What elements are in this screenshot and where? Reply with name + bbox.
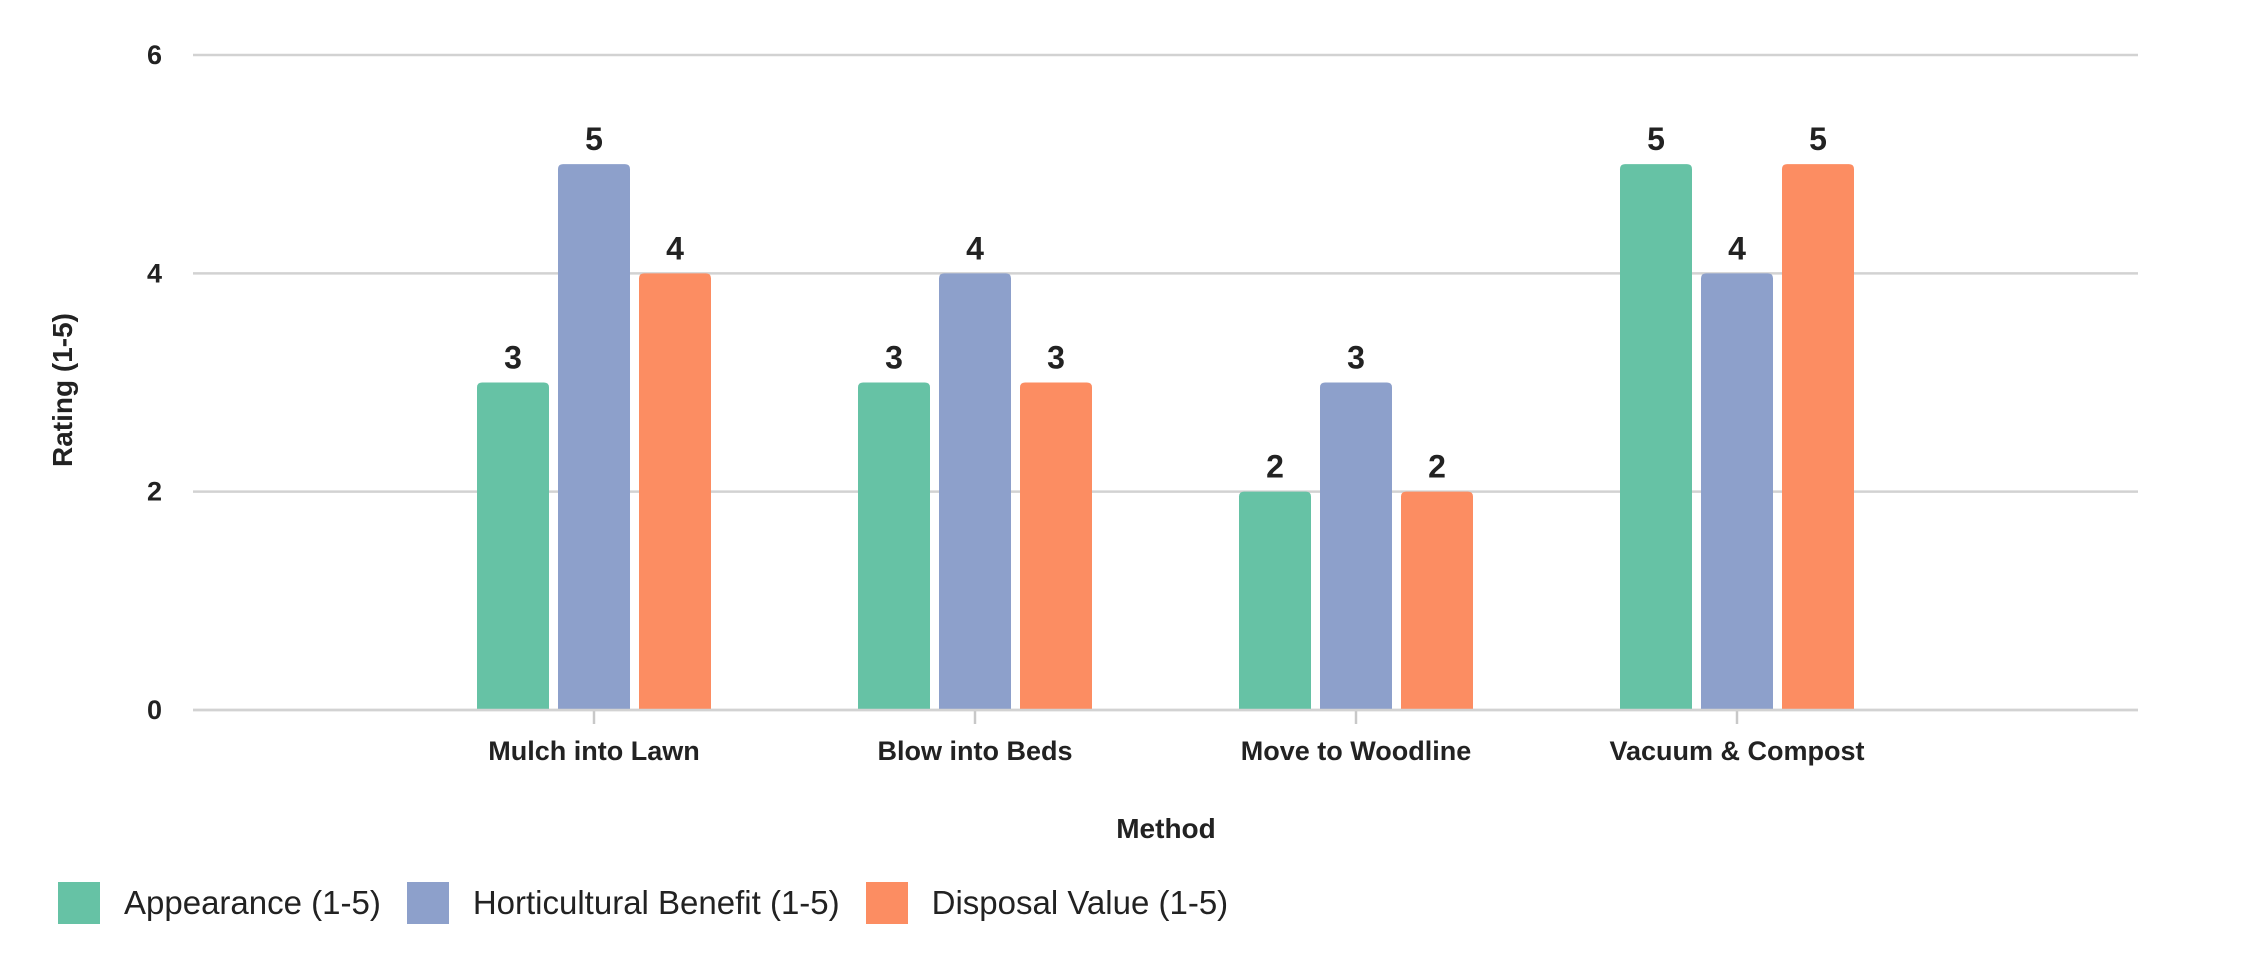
bar-3-2 <box>1782 164 1854 710</box>
y-tick-label-2: 2 <box>147 477 162 507</box>
bar-2-1 <box>1320 382 1392 710</box>
bar-0-0 <box>477 382 549 710</box>
x-axis-title: Method <box>1116 813 1216 844</box>
legend-swatch-1 <box>406 882 449 924</box>
legend-item-1: Horticultural Benefit (1-5) <box>406 882 840 924</box>
data-label-0-0: 3 <box>504 340 522 376</box>
bar-1-0 <box>858 382 930 710</box>
data-label-3-1: 4 <box>1728 230 1746 266</box>
bar-1-2 <box>1020 382 1092 710</box>
legend-item-2: Disposal Value (1-5) <box>865 882 1229 924</box>
legend-swatch-2 <box>865 882 908 924</box>
legend-label-0: Appearance (1-5) <box>124 884 381 921</box>
legend-label-1: Horticultural Benefit (1-5) <box>472 884 840 921</box>
data-label-1-2: 3 <box>1047 340 1065 376</box>
x-tick-label-3: Vacuum & Compost <box>1609 736 1864 766</box>
legend-label-2: Disposal Value (1-5) <box>931 884 1229 921</box>
x-tick-label-0: Mulch into Lawn <box>488 736 699 766</box>
bar-0-1 <box>558 164 630 710</box>
data-label-1-0: 3 <box>885 340 903 376</box>
data-label-1-1: 4 <box>966 230 984 266</box>
data-label-0-1: 5 <box>585 121 603 157</box>
data-label-0-2: 4 <box>666 230 684 266</box>
bar-3-0 <box>1620 164 1692 710</box>
y-tick-label-0: 0 <box>147 695 162 725</box>
data-label-3-0: 5 <box>1647 121 1665 157</box>
legend-swatch-0 <box>58 882 100 924</box>
bar-2-0 <box>1239 491 1311 710</box>
x-tick-label-2: Move to Woodline <box>1241 736 1472 766</box>
y-tick-label-4: 4 <box>147 258 162 288</box>
data-label-2-2: 2 <box>1428 449 1446 485</box>
data-label-2-1: 3 <box>1347 340 1365 376</box>
bar-1-1 <box>939 273 1011 710</box>
bar-2-2 <box>1401 491 1473 710</box>
bar-3-1 <box>1701 273 1773 710</box>
bars: 3 5 4 3 4 3 2 3 2 5 4 5 <box>477 121 1854 710</box>
bar-chart: 0 2 4 6 3 5 4 3 4 3 2 3 2 5 4 5 Mulch into Lawn Blow in… <box>47 40 2138 844</box>
y-axis-title: Rating (1-5) <box>47 313 78 467</box>
bar-0-2 <box>639 273 711 710</box>
x-tick-label-1: Blow into Beds <box>878 736 1073 766</box>
legend-item-0: Appearance (1-5) <box>58 882 381 924</box>
data-label-2-0: 2 <box>1266 449 1284 485</box>
y-axis-ticks: 0 2 4 6 <box>147 40 162 725</box>
legend: Appearance (1-5) Horticultural Benefit (1… <box>58 882 1254 924</box>
x-axis-ticks: Mulch into Lawn Blow into Beds Move to Woo… <box>193 708 2138 766</box>
data-label-3-2: 5 <box>1809 121 1827 157</box>
y-tick-label-6: 6 <box>147 40 162 70</box>
